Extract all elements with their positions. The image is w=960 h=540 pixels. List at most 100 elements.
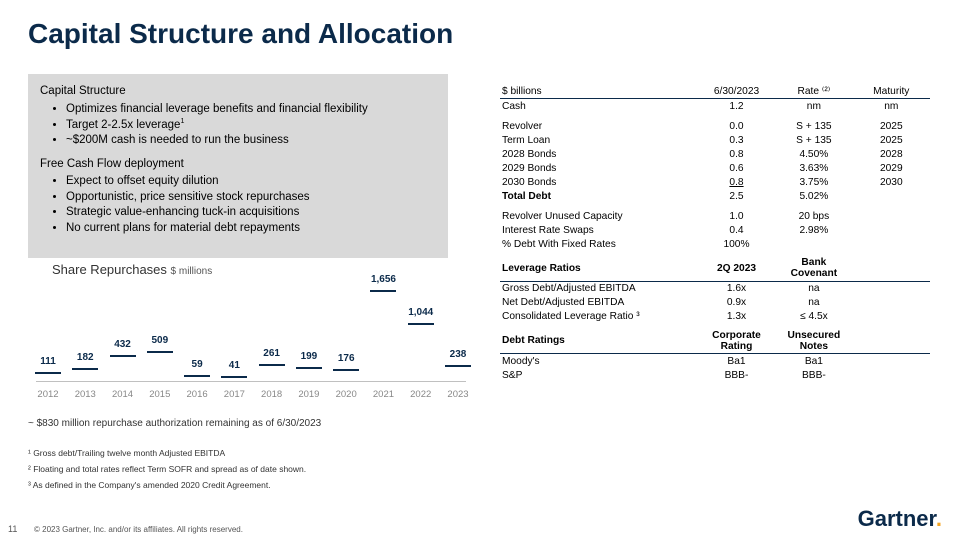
chart-year: 2017 bbox=[217, 389, 251, 400]
table-cell: Moody's bbox=[500, 354, 698, 369]
chart-value: 59 bbox=[192, 359, 203, 370]
chart-value: 1,656 bbox=[371, 274, 396, 285]
footnote-3: ³ As defined in the Company's amended 20… bbox=[28, 480, 271, 490]
table-cell: 2030 Bonds bbox=[500, 175, 698, 189]
table-cell: 2029 Bonds bbox=[500, 161, 698, 175]
table-cell: 1.2 bbox=[698, 99, 775, 114]
table-cell bbox=[853, 354, 930, 369]
col-header: 6/30/2023 bbox=[698, 84, 775, 99]
table-cell: Term Loan bbox=[500, 133, 698, 147]
table-cell: Interest Rate Swaps bbox=[500, 223, 698, 237]
copyright: © 2023 Gartner, Inc. and/or its affiliat… bbox=[34, 525, 243, 534]
table-cell: 0.8 bbox=[698, 175, 775, 189]
chart-year: 2018 bbox=[255, 389, 289, 400]
chart-value: 41 bbox=[229, 360, 240, 371]
table-cell: 0.4 bbox=[698, 223, 775, 237]
box-header-1: Capital Structure bbox=[40, 84, 436, 100]
table-cell: Consolidated Leverage Ratio ³ bbox=[500, 310, 698, 324]
table-cell: Revolver Unused Capacity bbox=[500, 209, 698, 223]
table-cell: 3.63% bbox=[775, 161, 852, 175]
table-cell bbox=[853, 368, 930, 382]
table-cell: 2025 bbox=[853, 119, 930, 133]
chart-year: 2019 bbox=[292, 389, 326, 400]
box-header-2: Free Cash Flow deployment bbox=[40, 157, 436, 173]
table-cell: 0.0 bbox=[698, 119, 775, 133]
table-cell: S + 135 bbox=[775, 119, 852, 133]
table-cell: 0.6 bbox=[698, 161, 775, 175]
col-header: Bank Covenant bbox=[775, 251, 852, 281]
table-cell: ≤ 4.5x bbox=[775, 310, 852, 324]
table-cell: nm bbox=[853, 99, 930, 114]
table-cell: Revolver bbox=[500, 119, 698, 133]
table-cell: Total Debt bbox=[500, 189, 698, 203]
table-cell: 2028 Bonds bbox=[500, 147, 698, 161]
chart-value: 1,044 bbox=[408, 307, 433, 318]
table-cell bbox=[853, 189, 930, 203]
table-cell bbox=[853, 296, 930, 310]
footnote-2: ² Floating and total rates reflect Term … bbox=[28, 464, 306, 474]
chart-value: 238 bbox=[450, 349, 467, 360]
chart-value: 261 bbox=[263, 348, 280, 359]
cs-bullet: Target 2-2.5x leverage1 bbox=[66, 117, 436, 133]
table-cell: Gross Debt/Adjusted EBITDA bbox=[500, 281, 698, 296]
table-cell: Net Debt/Adjusted EBITDA bbox=[500, 296, 698, 310]
table-cell: nm bbox=[775, 99, 852, 114]
table-cell: 0.9x bbox=[698, 296, 775, 310]
chart-year: 2016 bbox=[180, 389, 214, 400]
table-cell: 2.98% bbox=[775, 223, 852, 237]
fcf-bullet: No current plans for material debt repay… bbox=[66, 221, 436, 237]
table-cell: na bbox=[775, 296, 852, 310]
table-cell bbox=[853, 223, 930, 237]
fcf-bullet: Opportunistic, price sensitive stock rep… bbox=[66, 190, 436, 206]
table-cell: 2028 bbox=[853, 147, 930, 161]
chart-year: 2012 bbox=[31, 389, 65, 400]
table-cell: 1.6x bbox=[698, 281, 775, 296]
chart-year: 2020 bbox=[329, 389, 363, 400]
chart-title: Share Repurchases $ millions bbox=[52, 262, 212, 277]
table-cell: 2029 bbox=[853, 161, 930, 175]
table-cell: 1.0 bbox=[698, 209, 775, 223]
page-number: 11 bbox=[8, 524, 17, 534]
col-header: 2Q 2023 bbox=[698, 251, 775, 281]
chart-year: 2021 bbox=[366, 389, 400, 400]
col-header: Maturity bbox=[853, 84, 930, 99]
chart-year: 2022 bbox=[404, 389, 438, 400]
table-cell: 1.3x bbox=[698, 310, 775, 324]
chart-year: 2013 bbox=[68, 389, 102, 400]
table-cell: 0.8 bbox=[698, 147, 775, 161]
table-cell: S + 135 bbox=[775, 133, 852, 147]
share-repurchases-chart: 1112012182201343220145092015592016412017… bbox=[36, 282, 466, 400]
table-cell: % Debt With Fixed Rates bbox=[500, 237, 698, 251]
table-cell: 2.5 bbox=[698, 189, 775, 203]
fcf-bullet: Strategic value-enhancing tuck-in acquis… bbox=[66, 205, 436, 221]
table-cell bbox=[853, 209, 930, 223]
chart-year: 2023 bbox=[441, 389, 475, 400]
debt-table: $ billions 6/30/2023 Rate ⁽²⁾ Maturity C… bbox=[500, 84, 930, 382]
slide-title: Capital Structure and Allocation bbox=[28, 18, 453, 50]
chart-year: 2014 bbox=[106, 389, 140, 400]
col-header: Rate ⁽²⁾ bbox=[775, 84, 852, 99]
cs-bullet: ~$200M cash is needed to run the busines… bbox=[66, 133, 436, 149]
chart-value: 182 bbox=[77, 352, 94, 363]
table-cell bbox=[853, 310, 930, 324]
table-cell: S&P bbox=[500, 368, 698, 382]
capital-structure-box: Capital Structure Optimizes financial le… bbox=[28, 74, 448, 258]
chart-value: 432 bbox=[114, 339, 131, 350]
table-cell: BBB- bbox=[775, 368, 852, 382]
table-cell: Cash bbox=[500, 99, 698, 114]
chart-value: 176 bbox=[338, 353, 355, 364]
table-cell: 0.3 bbox=[698, 133, 775, 147]
chart-year: 2015 bbox=[143, 389, 177, 400]
table-cell: 5.02% bbox=[775, 189, 852, 203]
table-cell: 2030 bbox=[853, 175, 930, 189]
chart-value: 111 bbox=[40, 356, 56, 367]
table-cell: na bbox=[775, 281, 852, 296]
fcf-bullet: Expect to offset equity dilution bbox=[66, 174, 436, 190]
col-header: Unsecured Notes bbox=[775, 324, 852, 354]
table-cell: BBB- bbox=[698, 368, 775, 382]
cs-bullet: Optimizes financial leverage benefits an… bbox=[66, 102, 436, 118]
chart-value: 509 bbox=[151, 335, 168, 346]
authorization-footnote: ~ $830 million repurchase authorization … bbox=[28, 418, 321, 429]
col-header: Corporate Rating bbox=[698, 324, 775, 354]
footnote-1: ¹ Gross debt/Trailing twelve month Adjus… bbox=[28, 448, 225, 458]
